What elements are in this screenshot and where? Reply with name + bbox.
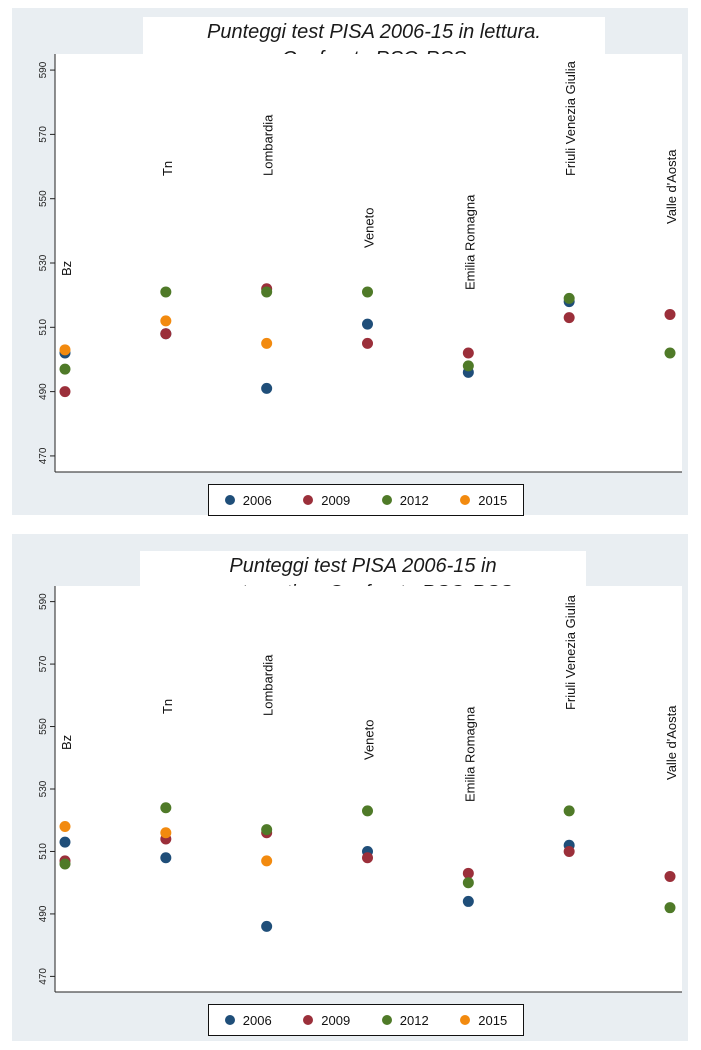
- y-tick-label-530: 530: [38, 780, 49, 797]
- point-2009-5: [563, 845, 575, 857]
- point-2009-6: [664, 870, 676, 882]
- point-2009-4: [462, 347, 474, 359]
- point-2012-2: [261, 824, 273, 836]
- point-2009-5: [563, 312, 575, 324]
- legend-marker-2015: [460, 1015, 471, 1025]
- category-label-5: Friuli Venezia Giulia: [563, 60, 578, 176]
- y-tick-label-570: 570: [38, 126, 49, 143]
- point-2012-0: [59, 858, 71, 870]
- legend-item-2009: 2009: [303, 493, 350, 508]
- point-2012-4: [462, 360, 474, 372]
- point-2015-1: [160, 827, 172, 839]
- chart-title-line-1: Punteggi test PISA 2006-15 in lettura.: [207, 21, 541, 43]
- legend-item-2006: 2006: [224, 492, 272, 508]
- point-2006-0: [59, 836, 71, 848]
- legend-item-2012: 2012: [381, 492, 429, 508]
- category-label-0: Bz: [59, 735, 74, 750]
- category-label-3: Veneto: [362, 720, 377, 761]
- category-label-4: Emilia Romagna: [462, 706, 477, 802]
- y-tick-label-570: 570: [38, 655, 49, 672]
- chart-panel-matematica: Punteggi test PISA 2006-15 in matematica…: [12, 534, 688, 1041]
- point-2006-2: [261, 920, 273, 932]
- y-tick-label-510: 510: [38, 319, 49, 336]
- point-2009-0: [59, 386, 71, 398]
- y-tick-label-590: 590: [38, 593, 49, 610]
- legend-marker-2009: [303, 495, 314, 505]
- legend-label-2009: 2009: [321, 492, 351, 508]
- point-2012-3: [362, 805, 373, 817]
- y-tick-label-550: 550: [38, 718, 49, 735]
- category-label-1: Tn: [160, 699, 175, 714]
- legend-item-2015: 2015: [460, 1013, 507, 1028]
- scatter-plot-lettura: 470 490 510 530 550 570 590 Bz Tn Lombardia Veneto…: [38, 54, 682, 473]
- y-tick-label-590: 590: [38, 61, 49, 78]
- legend-marker-2009: [303, 1015, 314, 1025]
- point-2012-5: [563, 805, 575, 817]
- legend-marker-2012: [381, 495, 392, 505]
- legend-item-2006: 2006: [224, 1012, 272, 1028]
- point-2006-1: [160, 852, 172, 864]
- point-2012-2: [261, 286, 273, 298]
- point-2009-6: [664, 308, 676, 320]
- point-2012-5: [563, 292, 575, 304]
- category-label-4: Emilia Romagna: [462, 194, 477, 290]
- plot-area: [55, 54, 682, 472]
- legend: 2006 2009 2012 2015: [208, 1004, 524, 1036]
- legend-label-2015: 2015: [478, 492, 508, 508]
- category-label-6: Valle d'Aosta: [664, 149, 679, 224]
- category-label-2: Lombardia: [261, 654, 276, 716]
- point-2009-1: [160, 328, 172, 340]
- legend-label-2015: 2015: [478, 1012, 508, 1028]
- legend-marker-2006: [224, 1015, 235, 1025]
- y-tick-label-550: 550: [38, 190, 49, 207]
- point-2009-3: [362, 337, 373, 349]
- point-2012-4: [462, 877, 474, 889]
- point-2012-6: [664, 347, 676, 359]
- category-label-5: Friuli Venezia Giulia: [563, 594, 578, 710]
- chart-title-line-1: Punteggi test PISA 2006-15 in: [229, 555, 497, 577]
- legend-label-2006: 2006: [242, 492, 272, 508]
- category-label-6: Valle d'Aosta: [664, 705, 679, 780]
- point-2006-3: [362, 318, 373, 330]
- legend-label-2006: 2006: [242, 1012, 272, 1028]
- legend-label-2012: 2012: [399, 1012, 429, 1028]
- point-2012-1: [160, 802, 172, 814]
- point-2015-0: [59, 344, 71, 356]
- point-2012-1: [160, 286, 172, 298]
- point-2012-0: [59, 363, 71, 375]
- scatter-plot-matematica: 470 490 510 530 550 570 590 Bz Tn Lombardia Veneto…: [38, 586, 682, 993]
- legend-marker-2006: [224, 495, 235, 505]
- legend-label-2009: 2009: [321, 1012, 351, 1028]
- point-2009-4: [462, 867, 474, 879]
- point-2015-2: [261, 855, 273, 867]
- legend-label-2012: 2012: [399, 492, 429, 508]
- legend-item-2012: 2012: [381, 1012, 429, 1028]
- y-tick-label-510: 510: [38, 843, 49, 860]
- point-2009-3: [362, 852, 373, 864]
- point-2015-1: [160, 315, 172, 327]
- category-label-2: Lombardia: [261, 114, 276, 176]
- plot-area: [55, 586, 682, 992]
- y-tick-label-530: 530: [38, 254, 49, 271]
- y-tick-label-490: 490: [38, 383, 49, 400]
- legend-item-2009: 2009: [303, 1013, 350, 1028]
- point-2006-2: [261, 382, 273, 394]
- legend-item-2015: 2015: [460, 493, 507, 508]
- y-tick-label-470: 470: [38, 968, 49, 985]
- point-2015-2: [261, 337, 273, 349]
- category-label-3: Veneto: [362, 208, 377, 249]
- point-2012-3: [362, 286, 373, 298]
- point-2012-6: [664, 902, 676, 914]
- y-tick-label-490: 490: [38, 905, 49, 922]
- legend-marker-2015: [460, 495, 471, 505]
- point-2006-4: [462, 895, 474, 907]
- legend: 2006 2009 2012 2015: [208, 484, 524, 516]
- point-2015-0: [59, 820, 71, 832]
- category-label-0: Bz: [59, 261, 74, 276]
- category-label-1: Tn: [160, 161, 175, 176]
- chart-panel-lettura: Punteggi test PISA 2006-15 in lettura. C…: [12, 8, 688, 516]
- y-tick-label-470: 470: [38, 447, 49, 464]
- legend-marker-2012: [381, 1015, 392, 1025]
